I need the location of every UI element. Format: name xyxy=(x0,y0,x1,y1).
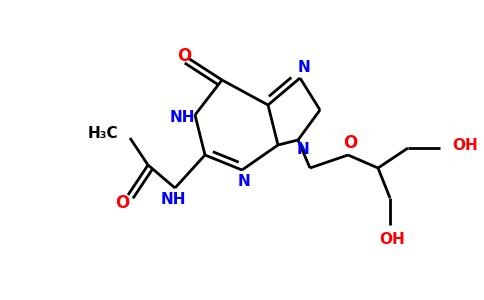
Text: O: O xyxy=(115,194,129,212)
Text: N: N xyxy=(297,142,309,158)
Text: O: O xyxy=(177,47,191,65)
Text: NH: NH xyxy=(160,193,186,208)
Text: O: O xyxy=(343,134,357,152)
Text: OH: OH xyxy=(452,139,478,154)
Text: N: N xyxy=(298,61,310,76)
Text: OH: OH xyxy=(379,232,405,247)
Text: NH: NH xyxy=(169,110,195,124)
Text: N: N xyxy=(238,175,250,190)
Text: H₃C: H₃C xyxy=(88,127,118,142)
